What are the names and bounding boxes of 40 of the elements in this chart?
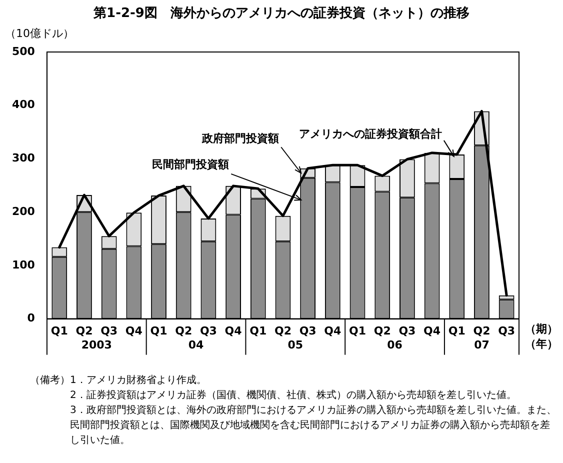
x-tick-label: Q1 <box>150 324 168 338</box>
x-tick-label: Q3 <box>299 324 316 338</box>
x-tick-label: Q3 <box>200 324 217 338</box>
x-tick-label: Q1 <box>448 324 466 338</box>
text: 05 <box>288 338 304 352</box>
x-tick-label: Q3 <box>100 324 118 338</box>
y-tick-label: 200 <box>12 204 36 218</box>
x-tick-label: Q2 <box>274 324 292 338</box>
x-tick-label: Q3 <box>398 324 416 338</box>
chart-title: 第1-2-9図 海外からのアメリカへの証券投資（ネット）の推移 <box>92 5 470 22</box>
x-tick-label: Q2 <box>76 324 93 338</box>
y-tick-label: 0 <box>27 312 36 325</box>
x-tick-label: Q1 <box>250 324 267 338</box>
text: （年） <box>525 338 558 351</box>
x-tick-label: Q4 <box>424 324 441 338</box>
text: 2003 <box>81 338 112 352</box>
x-tick-label: Q2 <box>175 324 192 338</box>
y-axis-title: （10億ドル） <box>4 26 74 40</box>
y-tick-label: 100 <box>12 258 36 272</box>
y-tick-label: 400 <box>12 98 36 112</box>
text: 2．証券投資額はアメリカ証券（国債、機関債、社債、株式）の購入額から売却額を差し引いた値。 <box>69 388 518 403</box>
x-tick-label: Q1 <box>50 324 68 338</box>
x-tick-label: Q4 <box>224 324 242 338</box>
text: （期） <box>525 322 558 336</box>
x-tick-label: Q2 <box>374 324 391 338</box>
text: 06 <box>387 338 403 352</box>
x-tick-label: Q1 <box>349 324 366 338</box>
x-tick-label: Q4 <box>125 324 143 338</box>
text: （備考）1．アメリカ財務省より作成。 <box>29 374 208 388</box>
text: 04 <box>188 338 204 352</box>
text: 3．政府部門投資額とは、海外の政府部門におけるアメリカ証券の購入額から売却額を差し引いた値。また、民間部門投資額とは、国際機関及び地域機関を含む民間部門におけるアメリカ証券の購入額から売却額を差し引いた値。 <box>69 404 558 448</box>
y-tick-label: 500 <box>12 44 36 58</box>
text: 民間部門投資額 <box>152 158 230 171</box>
x-tick-label: Q2 <box>473 324 490 338</box>
text: 政府部門投資額 <box>201 132 280 145</box>
series-label: アメリカへの証券投資額合計 <box>298 127 442 140</box>
text: 07 <box>474 338 490 352</box>
y-tick-label: 300 <box>12 152 36 165</box>
x-tick-label: Q4 <box>324 324 342 338</box>
x-tick-label: Q3 <box>498 324 516 338</box>
